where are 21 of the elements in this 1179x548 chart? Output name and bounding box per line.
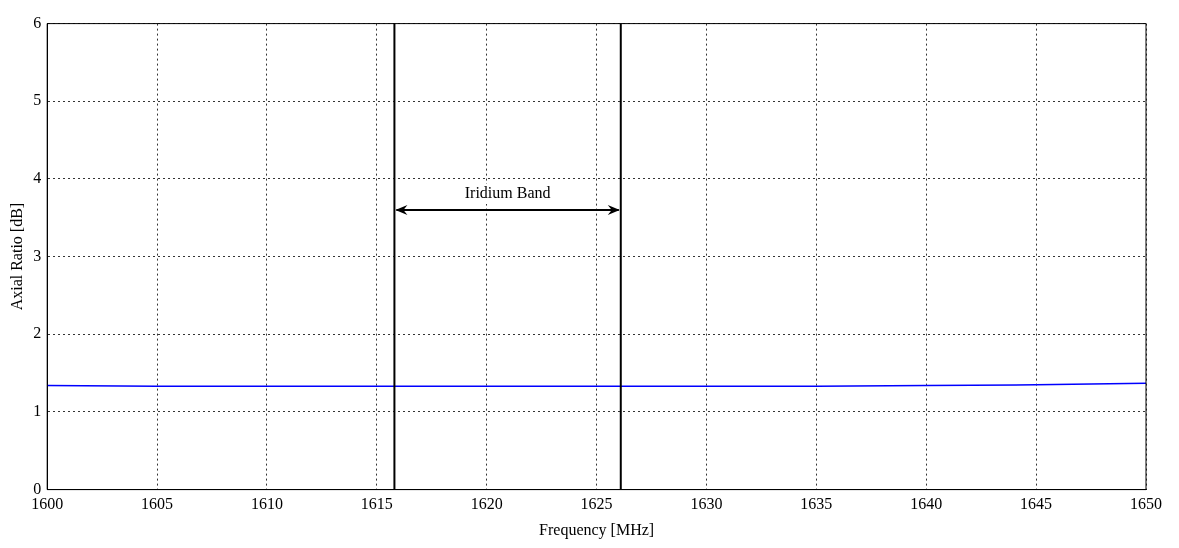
y-tick-label: 4 [33, 169, 42, 187]
y-tick-label: 3 [33, 246, 42, 264]
y-tick-label: 0 [33, 479, 42, 497]
x-tick-label: 1635 [800, 495, 833, 513]
x-tick-label: 1640 [910, 495, 943, 513]
y-tick-label: 2 [33, 324, 42, 342]
x-tick-label: 1605 [141, 495, 174, 513]
x-tick-label: 1650 [1130, 495, 1162, 513]
x-tick-label: 1645 [1020, 495, 1053, 513]
x-tick-label: 1630 [690, 495, 723, 513]
x-tick-label: 1600 [31, 495, 64, 513]
x-tick-label: 1610 [250, 495, 283, 513]
x-axis-title: Frequency [MHz] [539, 520, 655, 539]
x-tick-label: 1615 [360, 495, 393, 513]
x-tick-label: 1625 [580, 495, 613, 513]
y-tick-label: 6 [33, 13, 42, 31]
y-axis-title: Axial Ratio [dB] [7, 202, 25, 311]
y-tick-label: 5 [33, 91, 42, 109]
y-tick-label: 1 [33, 402, 42, 420]
x-tick-label: 1620 [470, 495, 503, 513]
annotation: Iridium Band [464, 184, 551, 202]
